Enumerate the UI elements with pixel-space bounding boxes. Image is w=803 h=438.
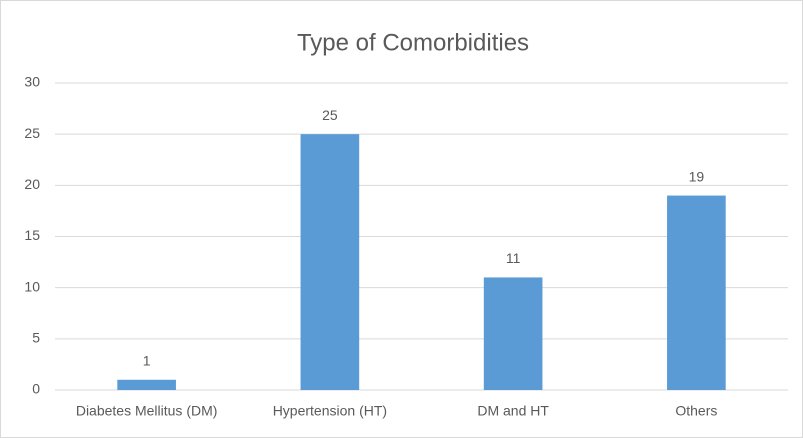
data-label: 1 (143, 352, 151, 368)
y-tick-label: 10 (24, 278, 40, 294)
data-label: 19 (689, 168, 705, 184)
data-label: 11 (506, 250, 521, 266)
data-label: 25 (322, 107, 338, 123)
bar (300, 134, 360, 390)
x-tick-label: Hypertension (HT) (273, 403, 387, 419)
y-tick-label: 25 (24, 125, 40, 141)
x-tick-label: Others (675, 403, 717, 419)
y-tick-label: 15 (24, 227, 40, 243)
y-tick-label: 30 (24, 74, 40, 90)
y-tick-label: 0 (32, 381, 40, 397)
y-tick-label: 20 (24, 176, 40, 192)
x-tick-label: DM and HT (477, 403, 549, 419)
chart-title: Type of Comorbidities (297, 29, 529, 56)
bar (667, 195, 726, 390)
bar (483, 277, 543, 390)
bar (117, 379, 176, 390)
x-tick-label: Diabetes Mellitus (DM) (76, 403, 218, 419)
y-tick-label: 5 (32, 330, 40, 346)
